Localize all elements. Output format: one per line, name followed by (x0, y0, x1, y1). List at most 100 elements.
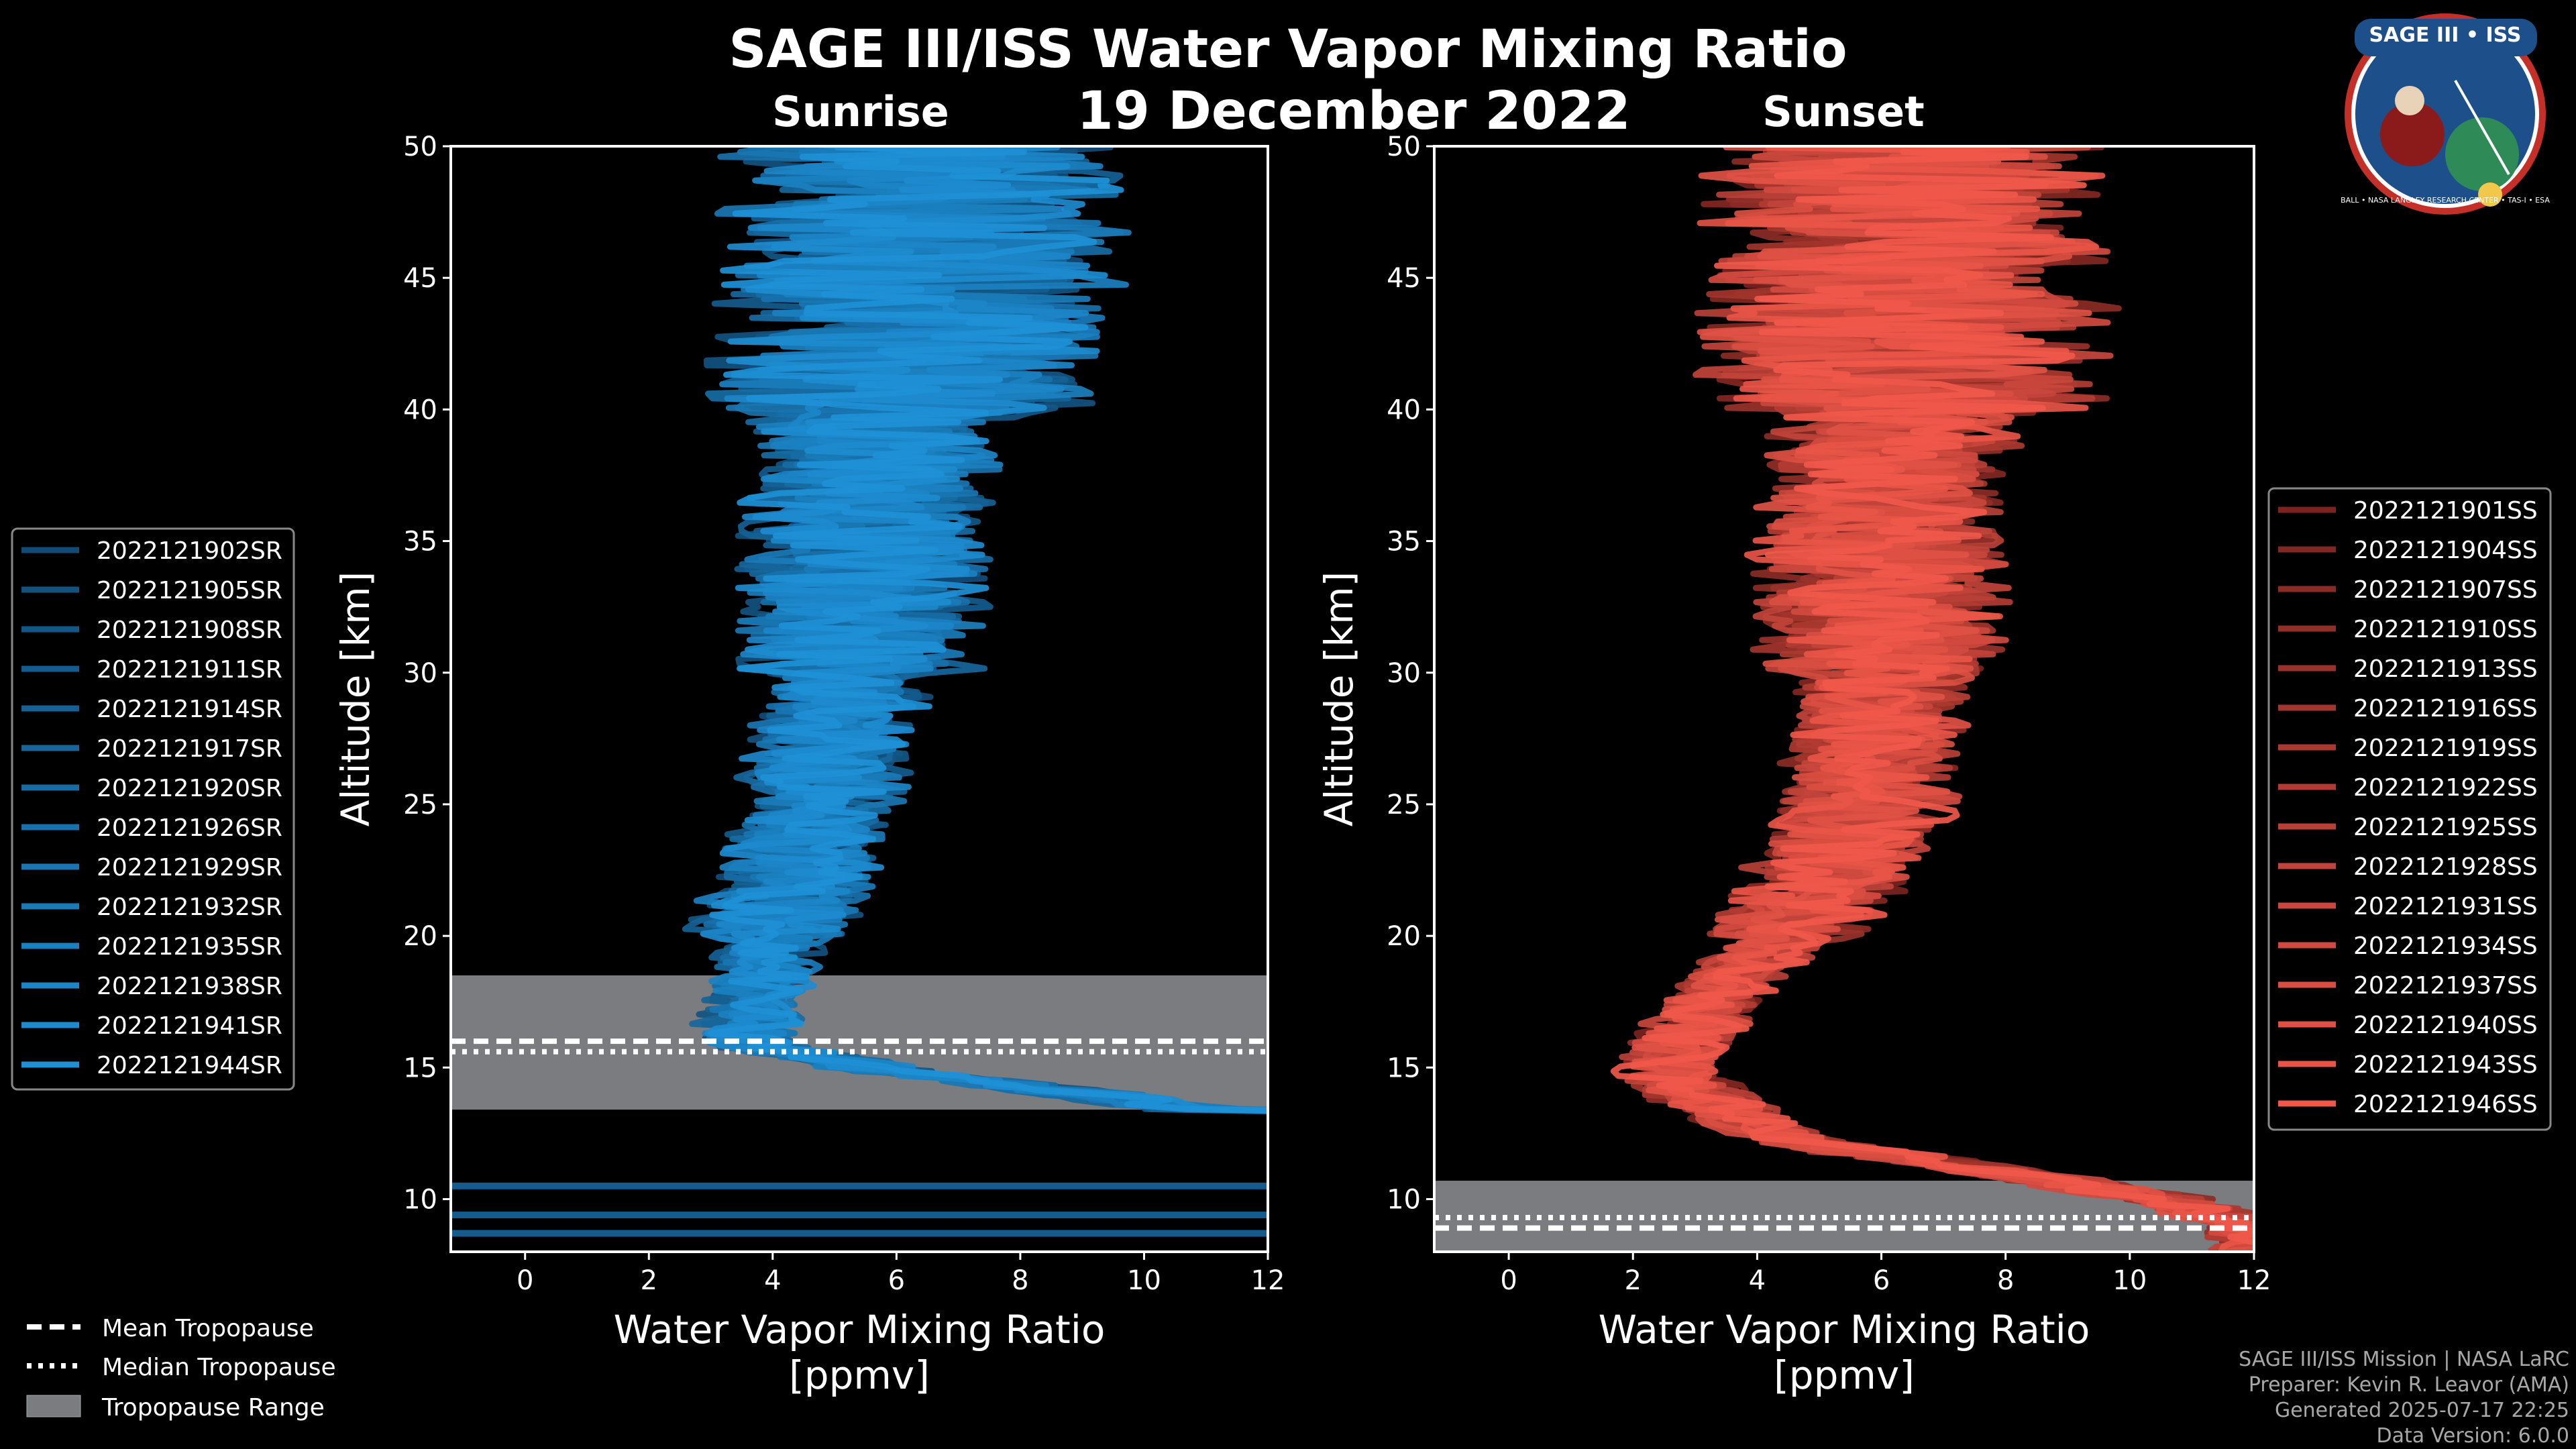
profile-lines (1610, 146, 2254, 1252)
legend-entry-2022121905SR: 2022121905SR (97, 577, 282, 604)
legend-entry-2022121920SR: 2022121920SR (97, 775, 282, 802)
x-tick-label: 4 (1749, 1265, 1766, 1296)
legend-entry-2022121929SR: 2022121929SR (97, 854, 282, 881)
x-tick-label: 0 (517, 1265, 533, 1296)
legend-entry-2022121935SR: 2022121935SR (97, 933, 282, 961)
legend-entry-2022121941SR: 2022121941SR (97, 1012, 282, 1040)
sunrise-legend: 2022121902SR 2022121905SR 2022121908SR 2022… (11, 527, 295, 1091)
x-tick-label: 10 (2112, 1265, 2147, 1296)
legend-entry-2022121925SS: 2022121925SS (2353, 814, 2538, 841)
x-tick-label: 0 (1500, 1265, 1517, 1296)
mean-tropopause-label: Mean Tropopause (102, 1315, 314, 1342)
sage-iss-badge-icon: SAGE III • ISS BALL • NASA LANGLEY RESEA… (2341, 13, 2550, 215)
y-axis-label: Altitude [km] (333, 572, 378, 826)
legend-frame (2267, 487, 2552, 1131)
legend-entry-2022121940SS: 2022121940SS (2353, 1012, 2538, 1039)
y-tick-label: 35 (403, 527, 437, 557)
x-tick-label: 6 (1873, 1265, 1890, 1296)
credit-generated: Generated 2025-07-17 22:25 (2275, 1399, 2569, 1422)
plot-frame (449, 145, 1269, 1253)
y-tick-label: 50 (1387, 131, 1421, 162)
figure-title: SAGE III/ISS Water Vapor Mixing Ratio (729, 19, 1847, 80)
legend-entry-2022121922SS: 2022121922SS (2353, 774, 2538, 802)
x-tick-label: 12 (2237, 1265, 2271, 1296)
credits: SAGE III/ISS Mission | NASA LaRC Prepare… (2239, 1348, 2569, 1448)
y-axis-label: Altitude [km] (1316, 572, 1362, 826)
y-tick-label: 40 (403, 394, 437, 425)
x-tick-label: 6 (888, 1265, 905, 1296)
x-tick-label: 12 (1251, 1265, 1285, 1296)
legend-entry-2022121910SS: 2022121910SS (2353, 616, 2538, 643)
x-tick-label: 8 (1997, 1265, 2014, 1296)
legend-entry-2022121907SS: 2022121907SS (2353, 576, 2538, 604)
legend-entry-2022121908SR: 2022121908SR (97, 616, 282, 644)
plot-frame (1433, 145, 2255, 1253)
y-tick-label: 45 (403, 263, 437, 294)
y-tick-label: 10 (1387, 1185, 1421, 1216)
sunset-panel-title: Sunset (1762, 87, 1925, 136)
profile-2022121941SR (704, 146, 1268, 1114)
y-tick-label: 20 (1387, 921, 1421, 952)
y-tick-label: 10 (403, 1185, 437, 1216)
sunrise-panel: 0 2 4 6 8 10 12 10 15 20 25 30 35 40 45 50 Water Vapor M… (333, 131, 1285, 1398)
credit-mission: SAGE III/ISS Mission | NASA LaRC (2239, 1348, 2569, 1371)
y-tick-label: 35 (1387, 527, 1421, 557)
legend-entry-2022121944SR: 2022121944SR (97, 1052, 282, 1079)
legend-entry-2022121943SS: 2022121943SS (2353, 1051, 2538, 1079)
x-axis-label: Water Vapor Mixing Ratio (1599, 1307, 2090, 1352)
legend-entry-2022121911SR: 2022121911SR (97, 656, 282, 684)
x-axis-label: Water Vapor Mixing Ratio (614, 1307, 1106, 1352)
legend-entry-2022121917SR: 2022121917SR (97, 735, 282, 763)
profile-lines (451, 146, 1268, 1237)
legend-frame (11, 527, 295, 1091)
x-tick-label: 2 (641, 1265, 657, 1296)
sunrise-panel-title: Sunrise (772, 87, 949, 136)
legend-entry-2022121934SS: 2022121934SS (2353, 932, 2538, 960)
y-tick-label: 50 (403, 131, 437, 162)
legend-entry-2022121938SR: 2022121938SR (97, 973, 282, 1000)
y-tick-label: 15 (403, 1053, 437, 1083)
legend-entry-2022121928SS: 2022121928SS (2353, 853, 2538, 881)
legend-entry-2022121931SS: 2022121931SS (2353, 893, 2538, 920)
tropopause-range-label: Tropopause Range (101, 1394, 325, 1421)
legend-entry-2022121913SS: 2022121913SS (2353, 655, 2538, 683)
credit-preparer: Preparer: Kevin R. Leavor (AMA) (2249, 1373, 2569, 1397)
badge-title: SAGE III • ISS (2369, 23, 2522, 47)
y-tick-label: 30 (1387, 658, 1421, 689)
sunset-legend: 2022121901SS 2022121904SS 2022121907SS 2022… (2267, 487, 2552, 1131)
y-tick-label: 30 (403, 658, 437, 689)
tropopause-range-swatch (26, 1395, 81, 1417)
tropopause-legend: Mean Tropopause Median Tropopause Tropop… (26, 1315, 336, 1421)
legend-entry-2022121901SS: 2022121901SS (2353, 497, 2538, 525)
legend-entry-2022121916SS: 2022121916SS (2353, 695, 2538, 722)
y-tick-label: 45 (1387, 263, 1421, 294)
legend-entry-2022121914SR: 2022121914SR (97, 696, 282, 723)
credit-data-version: Data Version: 6.0.0 (2377, 1424, 2569, 1448)
legend-entry-2022121946SS: 2022121946SS (2353, 1091, 2538, 1118)
x-axis-unit: [ppmv] (1774, 1352, 1915, 1398)
legend-entry-2022121932SR: 2022121932SR (97, 894, 282, 921)
legend-entry-2022121937SS: 2022121937SS (2353, 972, 2538, 1000)
y-tick-label: 25 (1387, 790, 1421, 820)
y-tick-label: 15 (1387, 1053, 1421, 1083)
legend-entry-2022121926SR: 2022121926SR (97, 814, 282, 842)
tropopause-range-band (451, 975, 1268, 1110)
y-tick-label: 20 (403, 921, 437, 952)
y-tick-label: 25 (403, 790, 437, 820)
profile-2022121944SR (708, 146, 1268, 1114)
x-axis-unit: [ppmv] (789, 1352, 930, 1398)
x-tick-label: 4 (764, 1265, 781, 1296)
sunset-panel: 0 2 4 6 8 10 12 10 15 20 25 30 35 40 45 50 Water Vapor M… (1316, 131, 2271, 1398)
badge-ring-text: BALL • NASA LANGLEY RESEARCH CENTER • TA… (2341, 196, 2550, 205)
legend-entry-2022121919SS: 2022121919SS (2353, 735, 2538, 762)
y-tick-label: 40 (1387, 394, 1421, 425)
x-tick-label: 8 (1012, 1265, 1028, 1296)
median-tropopause-label: Median Tropopause (102, 1354, 336, 1381)
x-tick-label: 10 (1127, 1265, 1161, 1296)
legend-entry-2022121902SR: 2022121902SR (97, 537, 282, 565)
legend-entry-2022121904SS: 2022121904SS (2353, 537, 2538, 564)
x-tick-label: 2 (1625, 1265, 1642, 1296)
profile-2022121946SS (1610, 146, 2254, 1246)
figure-date: 19 December 2022 (1077, 81, 1630, 142)
